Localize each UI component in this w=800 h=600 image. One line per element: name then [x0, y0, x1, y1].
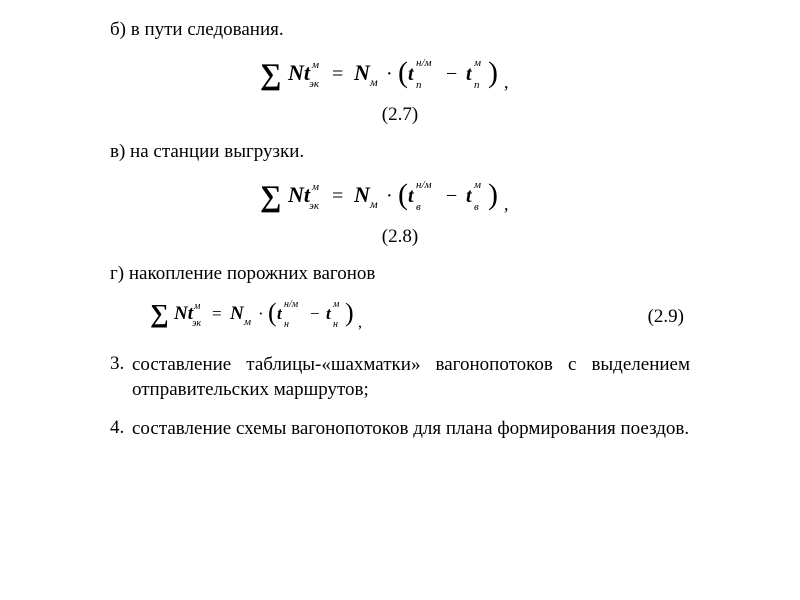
svg-text:(: ( [268, 298, 277, 327]
svg-text:в: в [416, 201, 421, 213]
item-3-number: 3. [110, 353, 132, 402]
svg-text:эк: эк [309, 78, 320, 90]
svg-text:=: = [212, 304, 222, 323]
equation-2-7-number: (2.7) [110, 104, 690, 126]
svg-text:м: м [473, 179, 481, 191]
svg-text:м: м [311, 59, 319, 71]
equation-2-7: ∑ Nt м эк = N м · ( t н/м п − t м п ) , [110, 52, 690, 102]
item-4-text: составление схемы вагонопотоков для план… [132, 417, 690, 442]
svg-text:м: м [332, 299, 340, 310]
svg-text:Nt: Nt [287, 60, 311, 85]
svg-text:N: N [353, 60, 371, 85]
section-g-text: г) накопление порожних вагонов [110, 262, 690, 286]
svg-text:=: = [332, 63, 343, 85]
svg-text:−: − [310, 304, 320, 323]
equation-2-8-number: (2.8) [110, 226, 690, 248]
svg-text:эк: эк [309, 200, 320, 212]
svg-text:·: · [386, 185, 393, 207]
svg-text:(: ( [398, 56, 408, 89]
svg-text:−: − [446, 63, 457, 85]
svg-text:): ) [345, 298, 354, 327]
svg-text:н/м: н/м [416, 179, 432, 191]
svg-text:t: t [466, 185, 473, 207]
svg-text:н/м: н/м [416, 57, 432, 69]
svg-text:∑: ∑ [260, 180, 281, 213]
svg-text:−: − [446, 185, 457, 207]
svg-text:,: , [504, 194, 509, 214]
svg-text:Nt: Nt [287, 182, 311, 207]
svg-text:эк: эк [192, 318, 201, 329]
svg-text:t: t [326, 304, 332, 323]
svg-text:∑: ∑ [260, 58, 281, 91]
svg-text:м: м [311, 181, 319, 193]
svg-text:н: н [284, 319, 289, 330]
svg-text:t: t [408, 63, 415, 85]
svg-text:·: · [258, 304, 264, 323]
svg-text:t: t [466, 63, 473, 85]
svg-text:м: м [369, 197, 378, 211]
svg-text:м: м [193, 301, 201, 312]
svg-text:·: · [386, 63, 393, 85]
svg-text:м: м [243, 316, 251, 328]
svg-text:в: в [474, 201, 479, 213]
item-3-text: составление таблицы-«шахматки» вагонопот… [132, 353, 690, 402]
svg-text:н/м: н/м [284, 299, 299, 310]
equation-2-9-number: (2.9) [648, 306, 684, 328]
svg-text:N: N [353, 182, 371, 207]
equation-2-8: ∑ Nt м эк = N м · ( t н/м в − t м в ) , [110, 174, 690, 224]
svg-text:N: N [229, 303, 245, 324]
svg-text:,: , [504, 72, 509, 92]
svg-text:∑: ∑ [150, 299, 169, 328]
svg-text:,: , [358, 314, 362, 331]
svg-text:п: п [416, 79, 422, 91]
item-4-number: 4. [110, 417, 132, 442]
section-b-text: б) в пути следования. [110, 18, 690, 42]
svg-text:t: t [408, 185, 415, 207]
section-v-text: в) на станции выгрузки. [110, 140, 690, 164]
svg-text:п: п [474, 79, 480, 91]
svg-text:Nt: Nt [173, 303, 194, 324]
svg-text:): ) [488, 178, 498, 211]
svg-text:м: м [473, 57, 481, 69]
equation-2-9: ∑ Nt м эк = N м · ( t н/м н − t м н ) , [150, 295, 380, 339]
svg-text:м: м [369, 75, 378, 89]
svg-text:t: t [277, 304, 283, 323]
svg-text:=: = [332, 185, 343, 207]
svg-text:(: ( [398, 178, 408, 211]
svg-text:): ) [488, 56, 498, 89]
svg-text:н: н [333, 319, 338, 330]
